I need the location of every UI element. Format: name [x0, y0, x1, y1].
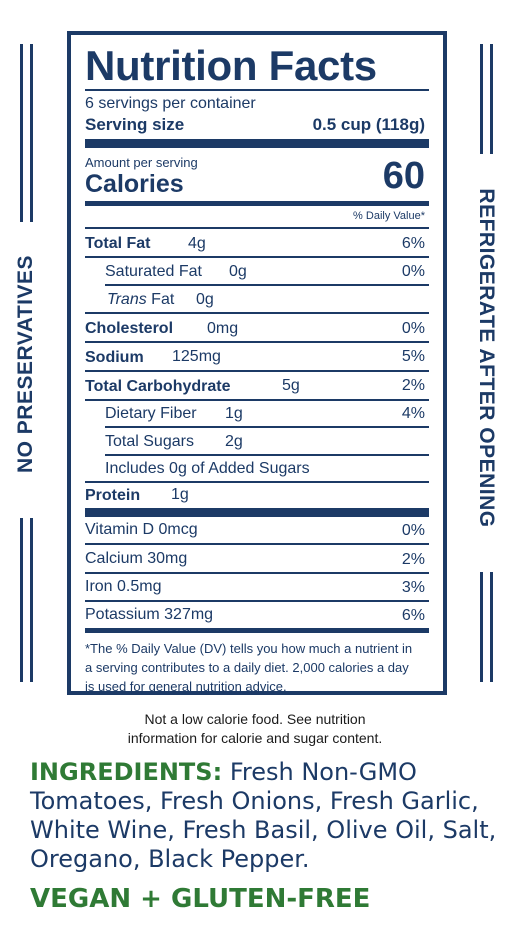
row-rule [105, 284, 429, 286]
sodium-amount: 125mg [172, 348, 221, 365]
left-rule-bottom-1 [20, 518, 23, 682]
dv-header-rule [85, 227, 429, 229]
trans-fat-word: Fat [151, 291, 175, 308]
sodium-label: Sodium [85, 349, 144, 366]
calories-rule [85, 201, 429, 206]
dietary-fiber-dv: 4% [401, 405, 425, 422]
row-rule [105, 426, 429, 428]
protein-amount: 1g [171, 486, 189, 503]
vegan-gluten-free-claim: VEGAN + GLUTEN-FREE [30, 884, 371, 914]
row-rule [85, 312, 429, 314]
protein-rule [85, 508, 429, 517]
ingredients-text: Fresh Non-GMO Tomatoes, Fresh Onions, Fr… [30, 758, 497, 873]
trans-fat-amount: 0g [196, 291, 214, 308]
cholesterol-amount: 0mg [207, 320, 239, 337]
left-rule-bottom-2 [30, 518, 33, 682]
total-carbohydrate-dv: 2% [401, 377, 425, 394]
no-preservatives-text: NO PRESERVATIVES [14, 254, 37, 474]
low-calorie-note: Not a low calorie food. See nutrition in… [0, 710, 510, 748]
total-fat-label: Total Fat [85, 235, 151, 252]
calories-label: Calories [85, 170, 184, 198]
saturated-fat-amount: 0g [229, 263, 247, 280]
cholesterol-dv: 0% [401, 320, 425, 337]
row-rule [85, 370, 429, 372]
potassium-label: Potassium 327mg [85, 606, 214, 623]
left-rule-top-1 [20, 44, 23, 222]
saturated-fat-label: Saturated Fat [105, 263, 202, 280]
nutrition-facts-title: Nutrition Facts [85, 42, 377, 89]
serving-rule [85, 139, 429, 148]
dietary-fiber-label: Dietary Fiber [105, 405, 197, 422]
daily-value-footnote: *The % Daily Value (DV) tells you how mu… [85, 641, 413, 694]
right-rule-top-2 [490, 44, 493, 154]
potassium-dv: 6% [401, 607, 425, 624]
cholesterol-label: Cholesterol [85, 320, 174, 337]
total-fat-dv: 6% [401, 235, 425, 252]
vitamins-bottom-rule [85, 628, 429, 633]
total-carbohydrate-label: Total Carbohydrate [85, 378, 231, 395]
serving-size-value: 0.5 cup (118g) [312, 115, 425, 134]
row-rule [105, 454, 429, 456]
dietary-fiber-amount: 1g [225, 405, 243, 422]
vitamin-d-dv: 0% [401, 522, 425, 539]
left-rule-top-2 [30, 44, 33, 222]
sodium-dv: 5% [401, 348, 425, 365]
row-rule [85, 399, 429, 401]
right-rule-bottom-1 [480, 572, 483, 682]
low-calorie-note-line2: information for calorie and sugar conten… [127, 730, 383, 746]
iron-dv: 3% [401, 579, 425, 596]
total-carbohydrate-amount: 5g [282, 377, 300, 394]
daily-value-header: % Daily Value* [353, 210, 425, 222]
saturated-fat-dv: 0% [401, 263, 425, 280]
amount-per-serving: Amount per serving [85, 155, 198, 170]
calcium-dv: 2% [401, 551, 425, 568]
serving-size-label: Serving size [85, 115, 185, 134]
protein-label: Protein [85, 487, 141, 504]
calories-value: 60 [382, 155, 425, 197]
iron-label: Iron 0.5mg [85, 578, 162, 595]
trans-italic: Trans [107, 291, 147, 308]
added-sugars-label: Includes 0g of Added Sugars [105, 460, 310, 477]
nutrition-facts-panel: Nutrition Facts 6 servings per container… [67, 31, 447, 695]
row-rule [85, 341, 429, 343]
right-rule-bottom-2 [490, 572, 493, 682]
row-rule [85, 572, 429, 574]
row-rule [85, 256, 429, 258]
row-rule [85, 481, 429, 483]
row-rule [85, 600, 429, 602]
ingredients-heading: INGREDIENTS: [30, 758, 223, 786]
total-sugars-amount: 2g [225, 433, 243, 450]
trans-fat-label: Trans Fat [107, 291, 174, 309]
ingredients-block: INGREDIENTS: Fresh Non-GMO Tomatoes, Fre… [30, 758, 500, 874]
low-calorie-note-line1: Not a low calorie food. See nutrition [144, 711, 366, 727]
servings-per-container: 6 servings per container [85, 95, 256, 112]
vitamin-d-label: Vitamin D 0mcg [85, 521, 198, 538]
calcium-label: Calcium 30mg [85, 550, 188, 567]
total-sugars-label: Total Sugars [105, 433, 194, 450]
row-rule [85, 543, 429, 545]
refrigerate-after-opening-text: REFRIGERATE AFTER OPENING [475, 188, 498, 528]
total-fat-amount: 4g [188, 235, 206, 252]
title-rule [85, 89, 429, 91]
right-rule-top-1 [480, 44, 483, 154]
